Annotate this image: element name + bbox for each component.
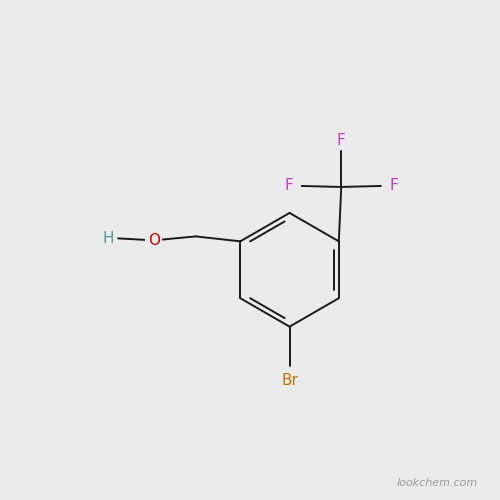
Text: F: F [284, 178, 293, 194]
Text: O: O [148, 233, 160, 248]
Text: F: F [337, 133, 345, 148]
Text: F: F [390, 178, 398, 194]
Text: H: H [102, 231, 114, 246]
Text: Br: Br [281, 372, 298, 388]
Text: lookchem.com: lookchem.com [396, 478, 477, 488]
